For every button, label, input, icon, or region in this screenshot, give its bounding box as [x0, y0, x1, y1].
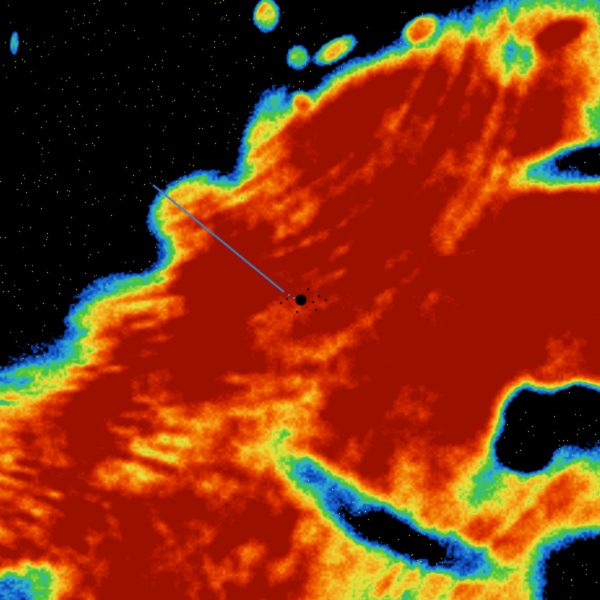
radar-image: [0, 0, 600, 600]
radar-canvas: [0, 0, 600, 600]
